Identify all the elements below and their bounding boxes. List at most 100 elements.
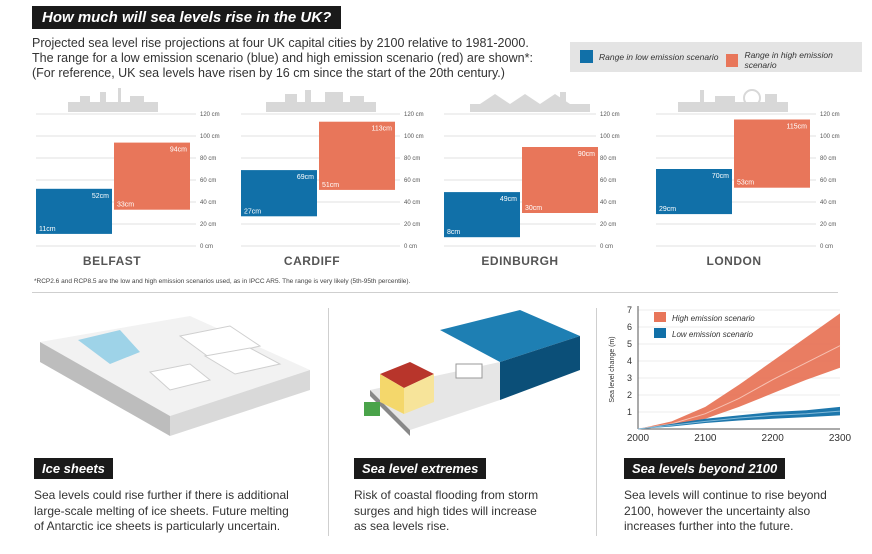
data-label-low-max: 49cm bbox=[500, 196, 517, 203]
legend-swatch-low bbox=[654, 328, 666, 338]
y-tick-label: 80 cm bbox=[200, 156, 216, 162]
data-label-high-min: 33cm bbox=[117, 202, 134, 209]
y-tick-label: 80 cm bbox=[404, 156, 420, 162]
city-skylines bbox=[68, 88, 788, 112]
legend-label-high: High emission scenario bbox=[672, 314, 755, 323]
y-tick-label: 80 cm bbox=[600, 156, 616, 162]
data-label-low-min: 29cm bbox=[659, 206, 676, 213]
panel-text-line: Sea levels will continue to rise beyond bbox=[624, 488, 827, 502]
legend-item-high: Range in high emission scenario bbox=[726, 50, 862, 70]
data-label-high-min: 53cm bbox=[737, 180, 754, 187]
coastal-flooding-illustration bbox=[364, 310, 580, 436]
data-label-high-max: 90cm bbox=[578, 151, 595, 158]
y-tick-label: 7 bbox=[627, 305, 632, 315]
panel-text-beyond-2100: Sea levels will continue to rise beyond … bbox=[624, 488, 827, 535]
y-tick-label: 0 cm bbox=[820, 244, 833, 250]
y-tick-label: 120 cm bbox=[600, 112, 620, 118]
intro-line-3: (For reference, UK sea levels have risen… bbox=[32, 66, 505, 80]
intro-line-1: Projected sea level rise projections at … bbox=[32, 36, 529, 50]
y-tick-label: 100 cm bbox=[404, 134, 424, 140]
legend-swatch-low bbox=[580, 50, 593, 63]
legend: Range in low emission scenario Range in … bbox=[570, 42, 862, 72]
legend-item-low: Range in low emission scenario bbox=[580, 50, 719, 63]
data-label-high-max: 113cm bbox=[372, 126, 393, 133]
y-tick-label: 100 cm bbox=[200, 134, 220, 140]
y-tick-label: 120 cm bbox=[820, 112, 840, 118]
y-tick-label: 40 cm bbox=[404, 200, 420, 206]
y-tick-label: 100 cm bbox=[820, 134, 840, 140]
bar-low-london bbox=[656, 169, 732, 215]
footnote: *RCP2.6 and RCP8.5 are the low and high … bbox=[34, 278, 411, 285]
page-title: How much will sea levels rise in the UK? bbox=[32, 6, 342, 29]
data-label-high-min: 51cm bbox=[322, 182, 339, 189]
panel-text-line: large-scale melting of ice sheets. Futur… bbox=[34, 503, 289, 518]
panel-text-sea-level-extremes: Risk of coastal flooding from storm surg… bbox=[354, 488, 538, 535]
y-tick-label: 6 bbox=[627, 322, 632, 332]
panel-text-ice-sheets: Sea levels could rise further if there i… bbox=[34, 488, 289, 535]
data-label-low-max: 70cm bbox=[712, 173, 729, 180]
legend-label-high: Range in high emission scenario bbox=[744, 50, 833, 70]
x-tick-label: 2100 bbox=[694, 433, 717, 444]
x-tick-label: 2200 bbox=[762, 433, 785, 444]
y-tick-label: 60 cm bbox=[404, 178, 420, 184]
section-divider bbox=[32, 292, 838, 293]
y-tick-label: 120 cm bbox=[200, 112, 220, 118]
central-line-high bbox=[637, 345, 841, 430]
y-tick-label: 4 bbox=[627, 356, 632, 366]
intro-line-2: The range for a low emission scenario (b… bbox=[32, 51, 533, 65]
panel-text-line: surges and high tides will increase bbox=[354, 503, 537, 518]
panel-text-line: Risk of coastal flooding from storm bbox=[354, 488, 539, 502]
city-label-edinburgh: EDINBURGH bbox=[481, 254, 559, 268]
city-label-london: LONDON bbox=[706, 254, 762, 268]
panel-text-line: Sea levels could rise further if there i… bbox=[34, 488, 289, 502]
panel-divider-2 bbox=[596, 308, 597, 536]
y-tick-label: 20 cm bbox=[404, 222, 420, 228]
y-tick-label: 5 bbox=[627, 339, 632, 349]
y-tick-label: 20 cm bbox=[820, 222, 836, 228]
y-tick-label: 40 cm bbox=[200, 200, 216, 206]
y-tick-label: 60 cm bbox=[600, 178, 616, 184]
data-label-low-min: 11cm bbox=[39, 226, 56, 233]
city-label-belfast: BELFAST bbox=[82, 254, 142, 268]
bar-high-edinburgh bbox=[522, 147, 598, 213]
intro-text: Projected sea level rise projections at … bbox=[32, 36, 552, 81]
y-tick-label: 1 bbox=[627, 407, 632, 417]
legend-label-low: Range in low emission scenario bbox=[599, 51, 719, 62]
range-bar-charts: 0 cm 20 cm 40 cm 60 cm 80 cm 100 cm 120 cm 52cm… bbox=[36, 112, 840, 250]
central-line-low bbox=[637, 410, 841, 430]
bar-high-london bbox=[734, 119, 810, 188]
y-tick-label: 40 cm bbox=[600, 200, 616, 206]
city-label-cardiff: CARDIFF bbox=[283, 254, 341, 268]
y-tick-label: 0 cm bbox=[200, 244, 213, 250]
panel-divider-1 bbox=[328, 308, 329, 536]
y-axis-label: Sea level change (m) bbox=[609, 336, 616, 402]
data-label-low-min: 8cm bbox=[447, 229, 460, 236]
bar-high-cardiff bbox=[319, 121, 395, 190]
data-label-low-max: 52cm bbox=[92, 193, 109, 200]
panel-label-sea-level-extremes: Sea level extremes bbox=[354, 458, 487, 479]
bar-low-edinburgh bbox=[444, 192, 520, 238]
legend-swatch-high bbox=[654, 312, 666, 322]
y-tick-label: 2 bbox=[627, 390, 632, 400]
cardiff-skyline-icon bbox=[266, 90, 376, 112]
bar-low-belfast bbox=[36, 188, 112, 234]
london-skyline-icon bbox=[678, 89, 788, 112]
bar-high-belfast bbox=[114, 142, 190, 210]
data-label-low-max: 69cm bbox=[297, 174, 314, 181]
y-tick-label: 0 cm bbox=[404, 244, 417, 250]
y-tick-label: 80 cm bbox=[820, 156, 836, 162]
legend-label-low: Low emission scenario bbox=[672, 330, 753, 339]
panel-text-line: as sea levels rise. bbox=[354, 519, 450, 533]
legend-swatch-high bbox=[726, 53, 739, 67]
sea-level-beyond-2100-chart: 1 2 3 4 5 6 7 2000 2100 2200 2300 Sea level change … bbox=[609, 305, 852, 444]
edinburgh-skyline-icon bbox=[470, 92, 590, 112]
panel-text-line: of Antarctic ice sheets is particularly … bbox=[34, 519, 281, 533]
band-high bbox=[638, 313, 840, 429]
belfast-skyline-icon bbox=[68, 88, 158, 112]
y-tick-label: 20 cm bbox=[600, 222, 616, 228]
data-label-high-min: 30cm bbox=[525, 205, 542, 212]
panel-text-line: 2100, however the uncertainty also bbox=[624, 503, 811, 518]
panel-label-ice-sheets: Ice sheets bbox=[34, 458, 113, 479]
bar-low-cardiff bbox=[241, 170, 317, 217]
x-tick-label: 2300 bbox=[829, 433, 852, 444]
